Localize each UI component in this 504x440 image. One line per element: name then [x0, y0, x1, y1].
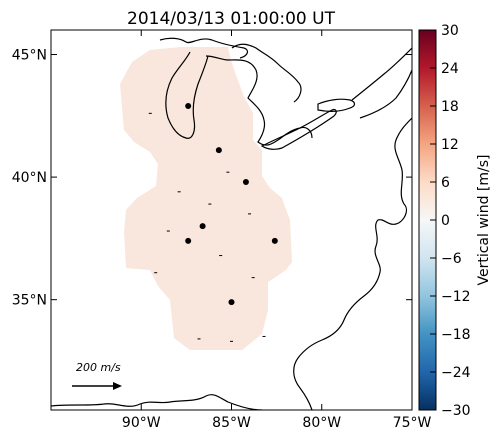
lake-ontario: [317, 98, 356, 112]
station-marker: [185, 237, 192, 244]
lake-superior: [159, 37, 249, 59]
scale-arrow-head: [113, 382, 122, 390]
gulf-coast: [51, 394, 263, 410]
northeast-coast: [359, 69, 412, 119]
colorbar-tick-label: −18: [441, 327, 471, 343]
scale-arrow: 200 m/s: [72, 361, 122, 390]
scale-arrow-label: 200 m/s: [76, 361, 121, 374]
colorbar-tick-label: 30: [441, 23, 459, 39]
colorbar-tick-label: −12: [441, 289, 471, 305]
station-marker: [185, 103, 192, 109]
colorbar-tick-label: −24: [441, 365, 471, 381]
map-area: [51, 37, 412, 410]
y-tick-label: 40°N: [12, 170, 47, 186]
station-marker: [242, 179, 249, 185]
x-tick-label: 90°W: [122, 415, 161, 431]
lake-huron: [205, 55, 313, 146]
station-marker: [228, 299, 235, 306]
colorbar-tick-label: 24: [441, 61, 459, 77]
station-marker: [199, 223, 206, 230]
colorbar-tick-label: 12: [441, 137, 459, 153]
st-lawrence: [351, 47, 412, 101]
colorbar-label: Vertical wind [m/s]: [476, 155, 492, 286]
x-tick-label: 80°W: [302, 415, 341, 431]
x-tick-label: 75°W: [393, 415, 432, 431]
north-shore: [231, 43, 302, 103]
station-marker: [215, 147, 222, 154]
lake-michigan: [165, 51, 209, 139]
colorbar-tick-label: 18: [441, 99, 459, 115]
y-tick-label: 45°N: [12, 48, 47, 64]
stations: [185, 103, 278, 306]
wind-ticks: [148, 112, 266, 342]
coastlines: [51, 37, 412, 410]
colorbar-tick-label: 6: [441, 175, 450, 191]
colorbar-tick-label: −6: [441, 251, 462, 267]
colorbar-tick-label: −30: [441, 403, 471, 419]
colorbar-tick-label: 0: [441, 213, 450, 229]
chart-title: 2014/03/13 01:00:00 UT: [127, 9, 336, 29]
colorbar-ticks: 30 24 18 12 6 0 −6 −12 −18 −24 −30: [430, 23, 471, 419]
station-marker: [271, 237, 278, 244]
x-axis: 90°W 85°W 80°W 75°W: [122, 30, 432, 431]
x-tick-label: 85°W: [212, 415, 251, 431]
vertical-wind-field: [120, 47, 292, 350]
y-tick-label: 35°N: [12, 293, 47, 309]
y-axis: 35°N 40°N 45°N: [12, 48, 412, 309]
atlantic-coast: [293, 117, 412, 410]
